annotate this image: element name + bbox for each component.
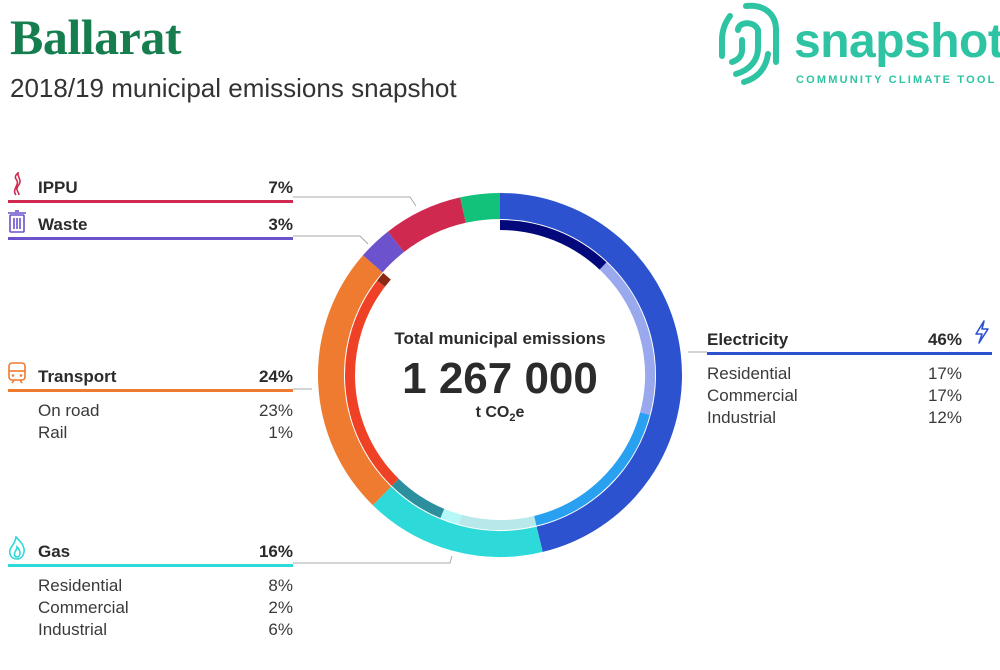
ippu-rule (8, 200, 293, 203)
smoke-icon (13, 172, 21, 196)
waste-leader-line (293, 235, 369, 245)
gas-leader-line (293, 555, 453, 564)
donut-slice-electricity (499, 193, 682, 552)
page-title: Ballarat (10, 9, 181, 65)
category-waste: Waste 3% (8, 210, 293, 240)
total-label: Total municipal emissions (394, 329, 606, 348)
inner-ring (345, 220, 655, 530)
total-value: 1 267 000 (402, 354, 598, 403)
transport-item-rail: Rail 1% (38, 423, 293, 442)
electricity-item-industrial: Industrial 12% (707, 408, 962, 427)
donut-subslice-transport-on-road (345, 280, 399, 486)
train-icon (8, 362, 26, 384)
flame-icon (8, 536, 25, 560)
donut-slice-other (460, 193, 501, 223)
donut-subslice-gas-industrial (391, 478, 445, 519)
outer-ring (318, 193, 682, 557)
total-unit: t CO2e (475, 404, 525, 425)
category-electricity: Electricity 46% Residential 17% Commerci… (707, 320, 992, 428)
logo-wordmark: snapshot (794, 15, 1000, 68)
transport-pct: 24% (258, 367, 293, 386)
lightning-icon (975, 320, 989, 344)
electricity-pct: 46% (927, 330, 962, 349)
category-transport: Transport 24% On road 23% Rail 1% (8, 362, 293, 443)
waste-pct: 3% (268, 215, 293, 234)
waste-rule (8, 237, 293, 240)
transport-item-on-road: On road 23% (38, 401, 293, 420)
category-ippu: IPPU 7% (8, 172, 293, 203)
donut-subslice-transport-rail (377, 272, 391, 287)
transport-rule (8, 389, 293, 392)
gas-item-industrial: Industrial 6% (38, 620, 293, 639)
transport-name: Transport (38, 367, 117, 386)
donut-subslice-electricity-commercial (534, 412, 650, 526)
category-gas: Gas 16% Residential 8% Commercial 2% Ind… (8, 536, 293, 640)
donut-subslice-electricity-industrial (499, 220, 607, 270)
electricity-name: Electricity (707, 330, 789, 349)
electricity-item-commercial: Commercial 17% (707, 386, 962, 405)
logo-tagline: COMMUNITY CLIMATE TOOL (796, 74, 997, 86)
ippu-leader-line (293, 196, 417, 207)
ippu-pct: 7% (268, 178, 293, 197)
donut-subslice-electricity-residential (599, 262, 655, 415)
leader-lines (293, 196, 707, 564)
gas-rule (8, 564, 293, 567)
bin-icon (8, 210, 26, 233)
snapshot-logo: snapshot COMMUNITY CLIMATE TOOL (716, 0, 1000, 92)
electricity-rule (707, 352, 992, 355)
gas-name: Gas (38, 542, 71, 561)
electricity-item-residential: Residential 17% (707, 364, 962, 383)
donut-slice-transport (318, 255, 392, 506)
donut-subslice-gas-residential (458, 514, 537, 530)
waste-name: Waste (38, 215, 88, 234)
page-subtitle: 2018/19 municipal emissions snapshot (10, 73, 457, 103)
gas-pct: 16% (258, 542, 293, 561)
donut-slice-ippu (387, 197, 467, 253)
fingerprint-logo-icon (719, 2, 779, 85)
gas-item-commercial: Commercial 2% (38, 598, 293, 617)
ippu-name: IPPU (38, 178, 78, 197)
donut-subslice-gas-commercial (440, 508, 462, 525)
gas-item-residential: Residential 8% (38, 576, 293, 595)
donut-slice-gas (372, 486, 543, 557)
donut-slice-waste (362, 231, 405, 273)
